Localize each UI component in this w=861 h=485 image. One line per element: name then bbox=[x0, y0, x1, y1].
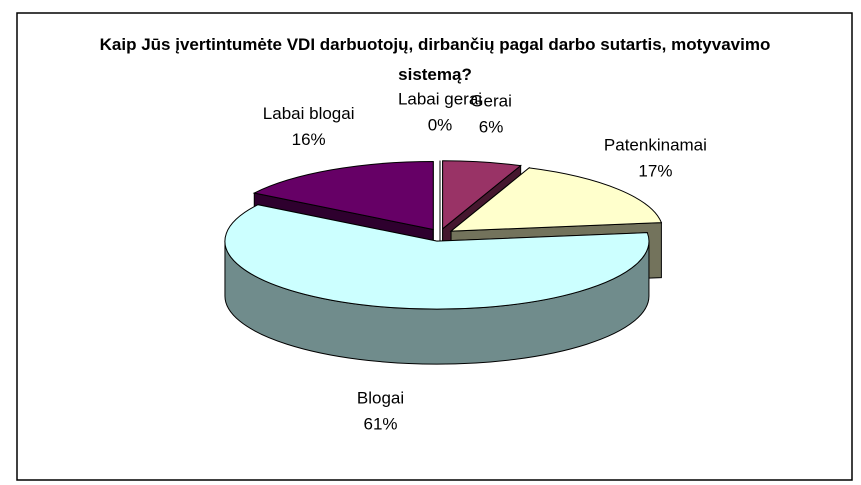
pie-slice bbox=[442, 160, 522, 230]
data-label-value: 0% bbox=[428, 116, 453, 135]
pie-slice bbox=[224, 204, 650, 310]
pie-slice bbox=[252, 160, 434, 231]
data-label-name: Patenkinamai bbox=[604, 135, 707, 154]
data-label-name: Gerai bbox=[470, 92, 512, 111]
data-label-value: 17% bbox=[638, 161, 672, 180]
data-label-name: Labai gerai bbox=[398, 90, 482, 109]
data-label-value: 16% bbox=[292, 130, 326, 149]
data-label-value: 61% bbox=[364, 415, 398, 434]
data-label-name: Labai blogai bbox=[263, 104, 355, 123]
pie-slice bbox=[449, 167, 663, 232]
data-label-name: Blogai bbox=[357, 389, 404, 408]
data-label-value: 6% bbox=[479, 118, 504, 137]
chart-title: Kaip Jūs įvertintumėte VDI darbuotojų, d… bbox=[99, 35, 771, 84]
